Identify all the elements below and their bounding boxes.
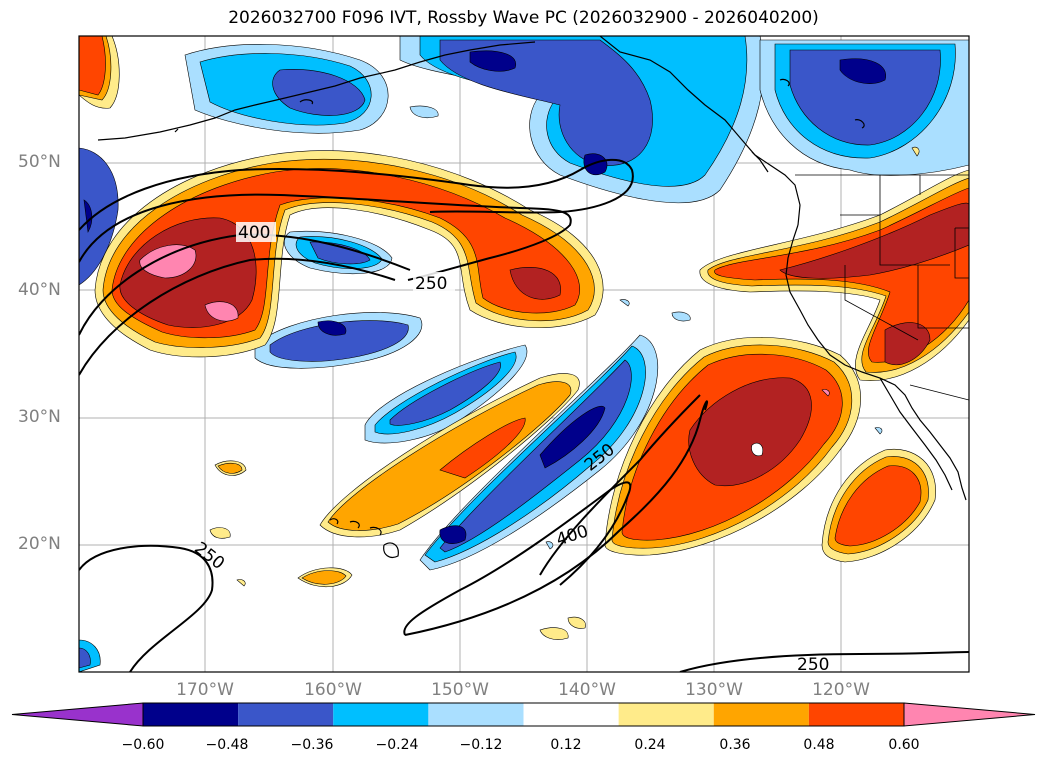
lon-label-130w: 130°W [685, 680, 743, 700]
political-borders [795, 174, 969, 401]
lat-label-50n: 50°N [18, 152, 61, 172]
contour-250-bottom [679, 651, 969, 672]
hawaii-islands [329, 518, 399, 558]
lat-label-30n: 30°N [18, 407, 61, 427]
colorbar-tick-4: −0.24 [375, 737, 419, 753]
colorbar-extension-low [11, 702, 144, 727]
colorbar-swatch [238, 703, 334, 726]
us-west-coast [785, 224, 967, 501]
colorbar-swatch [428, 703, 524, 726]
alaska-coast [97, 41, 536, 141]
colorbar-swatch [333, 703, 429, 726]
ivt-map: 400 250 250 400 250 250 [78, 35, 970, 675]
colorbar-extension-high [903, 702, 1036, 727]
lon-label-120w: 120°W [812, 680, 870, 700]
coastlines [97, 36, 967, 558]
colorbar-swatch [808, 703, 904, 726]
lon-label-140w: 140°W [558, 680, 616, 700]
colorbar-swatch [143, 703, 239, 726]
colorbar-outline [142, 702, 905, 727]
contour-250-south [404, 400, 709, 636]
map-frame [78, 35, 970, 673]
positive-anomaly-regions [79, 36, 969, 640]
ivt-contours [79, 158, 969, 672]
lat-label-40n: 40°N [18, 280, 61, 300]
colorbar-swatch [713, 703, 809, 726]
colorbar-tick-7: 0.24 [634, 737, 666, 753]
colorbar-tick-1: −0.60 [121, 737, 165, 753]
neg-region-north-darkest [469, 50, 517, 72]
colorbar-swatch [618, 703, 714, 726]
map-title: 2026032700 F096 IVT, Rossby Wave PC (202… [228, 8, 819, 28]
colorbar-tick-8: 0.36 [719, 737, 751, 753]
colorbar-swatch [523, 703, 619, 726]
contour-label-250-north: 250 [415, 274, 447, 294]
contour-label-400-north: 400 [238, 223, 270, 243]
colorbar-tick-3: −0.36 [290, 737, 334, 753]
lon-label-170w: 170°W [176, 680, 234, 700]
colorbar-tick-2: −0.48 [205, 737, 249, 753]
contour-400-north [79, 193, 572, 281]
lon-label-150w: 150°W [431, 680, 489, 700]
contour-label-250-bottom: 250 [797, 655, 829, 675]
alaska-panhandle-coast [599, 36, 801, 226]
baja-coast [879, 377, 953, 491]
lat-label-20n: 20°N [18, 534, 61, 554]
neg-region-nw-inner [272, 69, 366, 116]
colorbar-tick-5: −0.12 [459, 737, 503, 753]
negative-anomaly-regions [79, 36, 969, 672]
colorbar-tick-9: 0.48 [803, 737, 835, 753]
neg-region-west [79, 147, 119, 286]
colorbar-tick-10: 0.60 [888, 737, 920, 753]
lon-label-160w: 160°W [304, 680, 362, 700]
colorbar-tick-6: 0.12 [550, 737, 582, 753]
